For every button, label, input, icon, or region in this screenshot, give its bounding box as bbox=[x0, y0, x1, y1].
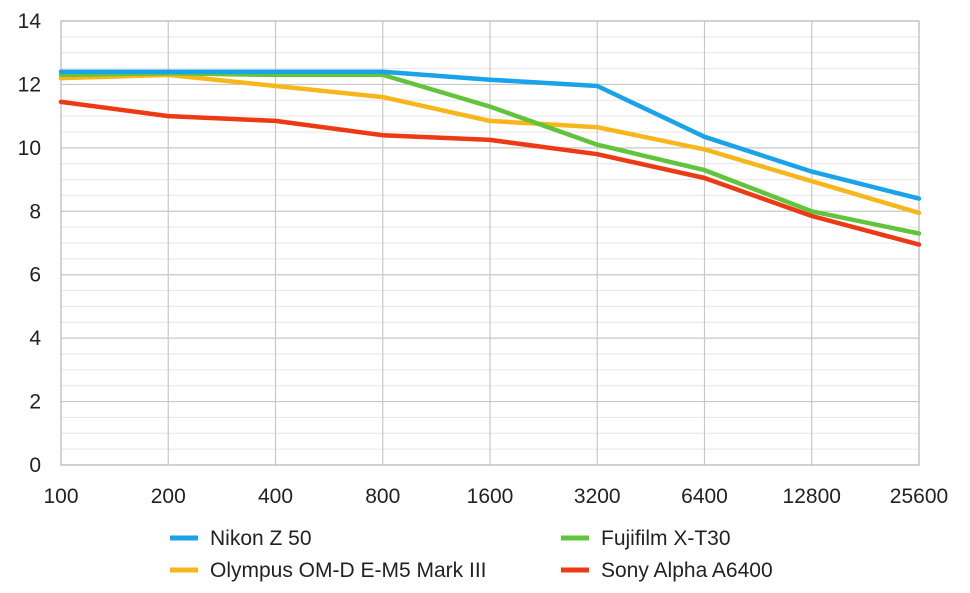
y-tick-label: 14 bbox=[18, 10, 42, 33]
x-tick-label: 200 bbox=[151, 485, 186, 508]
x-tick-label: 25600 bbox=[890, 485, 948, 508]
legend: Nikon Z 50 Olympus OM-D E-M5 Mark III Fuji… bbox=[170, 527, 773, 582]
x-tick-label: 3200 bbox=[574, 485, 621, 508]
y-tick-label: 0 bbox=[29, 454, 41, 477]
legend-item-olympus-om-d-e-m5-mark-iii: Olympus OM-D E-M5 Mark III bbox=[170, 559, 487, 582]
x-tick-label: 12800 bbox=[783, 485, 841, 508]
series-line-sony-alpha-a6400 bbox=[58, 99, 922, 247]
x-tick-label: 400 bbox=[258, 485, 293, 508]
x-tick-label: 100 bbox=[43, 485, 78, 508]
legend-item-nikon-z-50: Nikon Z 50 bbox=[170, 527, 312, 550]
y-tick-label: 4 bbox=[29, 327, 41, 350]
legend-item-sony-alpha-a6400: Sony Alpha A6400 bbox=[561, 559, 773, 582]
series-lines bbox=[58, 69, 922, 247]
series-line-nikon-z-50 bbox=[58, 69, 922, 201]
y-tick-label: 8 bbox=[29, 200, 41, 223]
legend-label: Sony Alpha A6400 bbox=[601, 559, 773, 582]
y-tick-label: 6 bbox=[29, 264, 41, 287]
y-tick-label: 12 bbox=[18, 73, 41, 96]
x-tick-label: 800 bbox=[365, 485, 400, 508]
y-tick-label: 10 bbox=[18, 137, 41, 160]
axes: 0 2 4 6 8 10 12 14 100 200 400 800 1600 3200 6400 12800… bbox=[18, 10, 949, 508]
x-tick-label: 6400 bbox=[681, 485, 728, 508]
x-tick-label: 1600 bbox=[467, 485, 514, 508]
y-tick-label: 2 bbox=[29, 391, 41, 414]
legend-label: Fujifilm X-T30 bbox=[601, 527, 731, 550]
legend-label: Nikon Z 50 bbox=[210, 527, 312, 550]
legend-label: Olympus OM-D E-M5 Mark III bbox=[210, 559, 487, 582]
legend-item-fujifilm-x-t30: Fujifilm X-T30 bbox=[561, 527, 731, 550]
series-line-olympus-om-d-e-m5-mark-iii bbox=[58, 72, 922, 216]
